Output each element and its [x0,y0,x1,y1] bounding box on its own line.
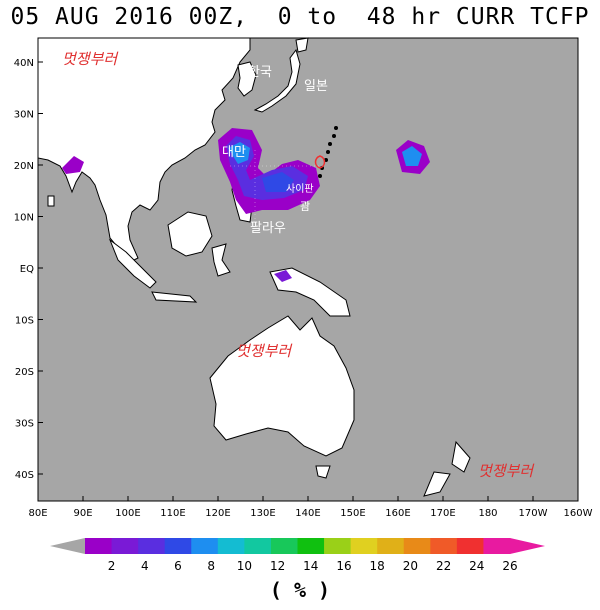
lat-tick-label: 40N [14,58,34,69]
asia-mainland [37,37,251,263]
colorbar-cell [217,538,245,554]
colorbar-label: 6 [174,559,182,573]
colorbar-label: 20 [403,559,418,573]
lon-tick-label: 170W [519,508,548,519]
label-palau: 팔라우 [250,221,286,236]
colorbar-cell [270,538,298,554]
lon-tick-label: 130E [250,508,275,519]
lat-tick-label: 30N [14,110,34,121]
colorbar-label: 16 [336,559,351,573]
colorbar-label: 24 [469,559,484,573]
sri-lanka [47,195,55,207]
label-saipan: 사이판 [286,183,314,195]
colorbar-cell [111,538,139,554]
label-japan: 일본 [304,79,328,94]
prob-region-east-core [402,146,422,166]
watermarks: 멋쟁부러 멋쟁부러 멋쟁부러 [62,50,534,480]
colorbar-cell [430,538,458,554]
lon-tick-label: 160E [385,508,410,519]
colorbar-cell [483,538,511,554]
tasmania [315,465,331,479]
korea-peninsula [237,61,257,97]
colorbar-cell [324,538,352,554]
lon-tick-label: 180 [478,508,497,519]
colorbar-label: 8 [207,559,215,573]
longitude-ticks: 80E 90E 100E 110E 120E 130E 140E 150E 160E 170E 18… [28,496,593,519]
colorbar-label: 14 [303,559,318,573]
colorbar-cell [297,538,325,554]
java [151,291,198,303]
grid-lines [230,150,320,230]
sumatra [108,238,157,289]
prob-region-core-2 [262,172,294,192]
tc-probability-areas [62,128,430,282]
new-guinea [269,267,351,317]
lon-tick-label: 90E [73,508,92,519]
colorbar-label: 12 [270,559,285,573]
lon-tick-label: 150E [340,508,365,519]
lon-tick-label: 160W [564,508,593,519]
colorbar-label: 22 [436,559,451,573]
storm-track [318,126,338,178]
label-taiwan: 대만 [222,145,246,160]
watermark-center: 멋쟁부러 [236,342,292,360]
colorbar-label: 26 [502,559,517,573]
colorbar-cell [164,538,192,554]
lat-tick-label: 30S [15,419,34,430]
watermark-top-left: 멋쟁부러 [62,50,118,68]
japan-islands [253,48,301,113]
lat-tick-label: 10N [14,213,34,224]
place-labels: 한국 일본 대만 사이판 괌 팔라우 [222,65,328,236]
lon-tick-label: 140E [295,508,320,519]
watermark-bottom-right: 멋쟁부러 [478,462,534,480]
colorbar-low-arrow [50,538,85,554]
lat-tick-label: 10S [15,316,34,327]
borneo [167,211,213,257]
colorbar-labels: 2 4 6 8 10 12 14 16 18 20 22 24 26 [108,559,518,573]
lon-tick-label: 100E [115,508,140,519]
label-korea: 한국 [248,65,272,80]
prob-region-bay-of-bengal [62,156,84,174]
lon-tick-label: 110E [160,508,185,519]
colorbar-cells [50,538,545,554]
latitude-ticks: 40N 30N 20N 10N EQ 10S 20S 30S 40S [14,58,43,481]
new-zealand [423,440,471,497]
colorbar-cell [138,538,166,554]
australia [209,315,355,457]
lat-tick-label: EQ [20,264,34,275]
colorbar-cell [244,538,272,554]
colorbar-label: 4 [141,559,149,573]
land-masses [37,37,471,497]
colorbar-label: 10 [237,559,252,573]
map-title: 05 AUG 2016 00Z, 0 to 48 hr CURR TCFP [10,4,590,30]
colorbar-cell [85,538,113,554]
colorbar-label: 2 [108,559,116,573]
hokkaido [295,37,309,53]
sulawesi [211,243,231,277]
colorbar-high-arrow [510,538,545,554]
label-guam: 괌 [300,200,310,213]
lat-tick-label: 20N [14,161,34,172]
colorbar-label: 18 [370,559,385,573]
lon-tick-label: 170E [430,508,455,519]
lon-tick-label: 80E [28,508,47,519]
prob-region-new-guinea [274,270,292,282]
colorbar-cell [191,538,219,554]
colorbar-cell [456,538,484,554]
colorbar-units: ( % ) [269,578,331,602]
lat-tick-label: 20S [15,367,34,378]
storm-symbol [314,155,326,169]
colorbar-cell [350,538,378,554]
prob-region-core-blue [228,142,250,164]
lon-tick-label: 120E [205,508,230,519]
lat-tick-label: 40S [15,470,34,481]
colorbar-cell [403,538,431,554]
colorbar-cell [377,538,405,554]
